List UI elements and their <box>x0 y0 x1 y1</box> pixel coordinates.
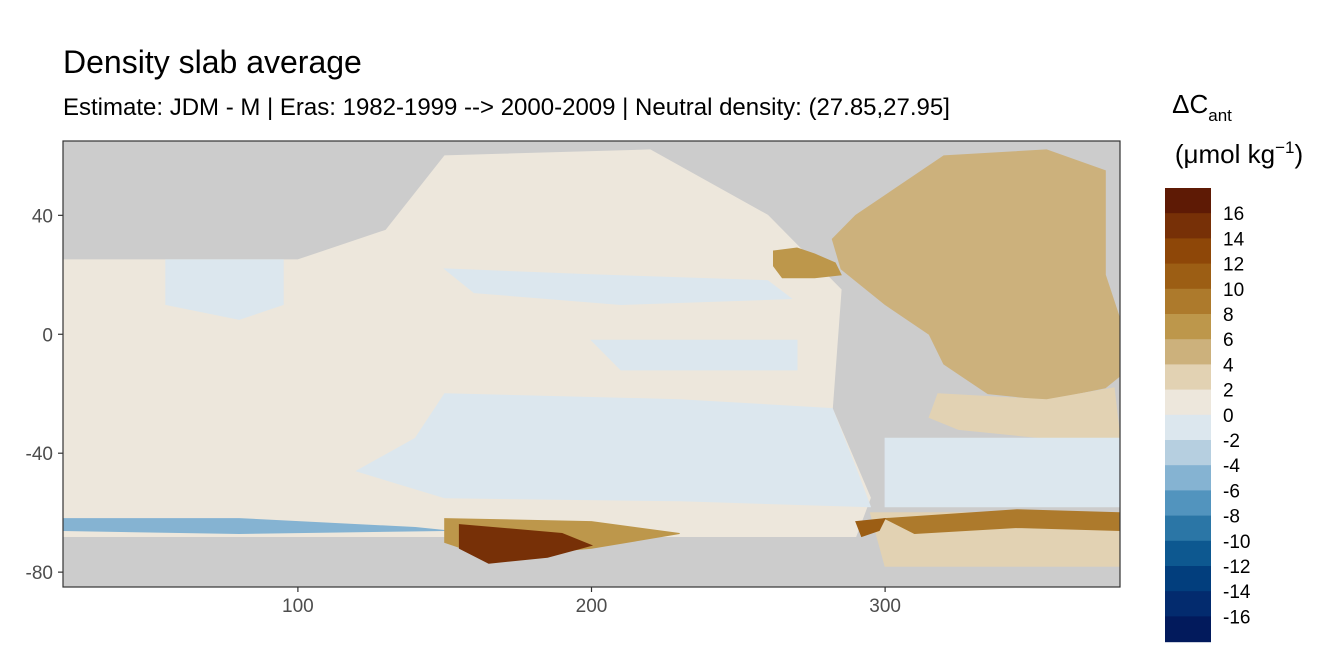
y-tick-label: 0 <box>42 325 53 346</box>
heatmap-region-8 <box>884 437 1120 508</box>
legend-label: 2 <box>1223 381 1234 402</box>
legend-swatch <box>1165 540 1211 567</box>
legend-swatch <box>1165 591 1211 617</box>
legend-label: -8 <box>1223 507 1240 528</box>
y-tick-label: 40 <box>32 206 53 227</box>
chart-title: Density slab average <box>63 44 362 80</box>
legend-label: -4 <box>1223 456 1240 477</box>
legend-title: ΔCant <box>1172 89 1232 125</box>
legend-label: 0 <box>1223 406 1234 427</box>
legend-swatch <box>1165 238 1211 265</box>
x-tick-label: 100 <box>282 596 314 617</box>
heatmap-region-14 <box>458 524 594 564</box>
legend-label: -14 <box>1223 582 1251 603</box>
heatmap-region-1 <box>443 268 793 306</box>
legend-swatch <box>1165 440 1211 466</box>
legend-swatch <box>1165 414 1211 441</box>
heatmap-region-2 <box>165 259 284 320</box>
heatmap-region-4 <box>590 339 798 371</box>
legend-swatch <box>1165 314 1211 340</box>
legend-label: 6 <box>1223 330 1234 351</box>
legend-label: -6 <box>1223 481 1240 502</box>
heatmap-region-10 <box>883 509 1120 535</box>
legend-swatch <box>1165 213 1211 239</box>
heatmap-region-3 <box>355 393 872 508</box>
y-tick-label: -40 <box>26 444 53 465</box>
legend-label: 12 <box>1223 255 1244 276</box>
legend: ΔCant (μmol kg−1) 16 14 12 10 8 6 4 2 0 -2 -4 -6 -8 -10… <box>1165 89 1303 643</box>
legend-swatch <box>1165 263 1211 290</box>
x-tick-label: 300 <box>869 596 901 617</box>
legend-label: -12 <box>1223 557 1250 578</box>
legend-label: -10 <box>1223 532 1250 553</box>
legend-unit: (μmol kg−1) <box>1175 138 1303 169</box>
legend-swatch <box>1165 566 1211 592</box>
legend-swatch <box>1165 288 1211 315</box>
legend-swatch <box>1165 188 1211 214</box>
legend-swatch <box>1165 339 1211 365</box>
heatmap-region-6 <box>773 247 842 279</box>
legend-swatch <box>1165 515 1211 542</box>
legend-swatch <box>1165 490 1211 517</box>
legend-swatch <box>1165 616 1211 643</box>
chart-subtitle: Estimate: JDM - M | Eras: 1982-1999 --> … <box>63 94 950 121</box>
heatmap-region-11 <box>855 518 886 538</box>
x-tick-label: 200 <box>576 596 608 617</box>
legend-label: 10 <box>1223 280 1244 301</box>
y-tick-label: -80 <box>26 563 53 584</box>
plot-panel <box>62 140 1121 588</box>
legend-swatch <box>1165 465 1211 491</box>
legend-label: -2 <box>1223 431 1240 452</box>
legend-swatch <box>1165 364 1211 391</box>
legend-swatch <box>1165 389 1211 416</box>
legend-label: 14 <box>1223 229 1245 250</box>
legend-label: 8 <box>1223 305 1234 326</box>
legend-label: 4 <box>1223 355 1234 376</box>
legend-label: -16 <box>1223 607 1250 628</box>
legend-label: 16 <box>1223 204 1244 225</box>
